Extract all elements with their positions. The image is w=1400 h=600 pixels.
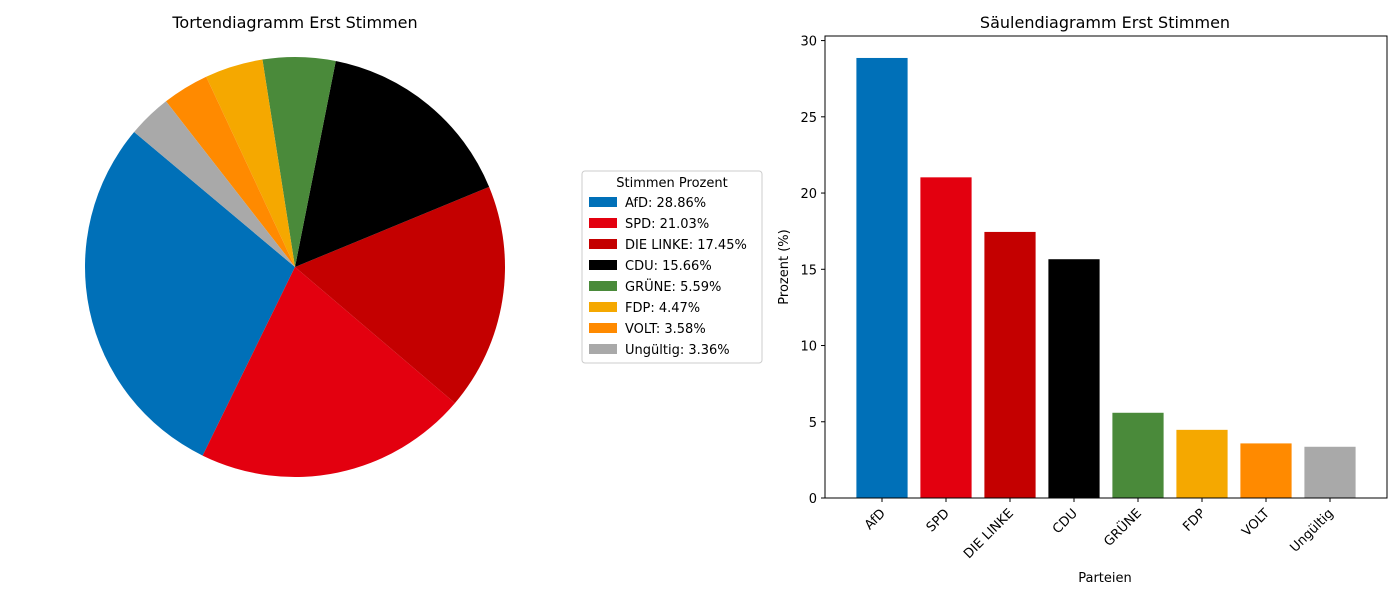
legend-swatch-die-linke	[589, 239, 617, 249]
pie-slices	[84, 56, 505, 477]
pie-slice-spd	[202, 267, 455, 477]
pie-slice-cdu	[295, 61, 490, 267]
legend-title: Stimmen Prozent	[616, 176, 727, 191]
legend-swatch-fdp	[589, 302, 617, 312]
bar-cdu	[1048, 259, 1100, 498]
y-axis-ticks: 0 5 10 15 20 25 30	[800, 35, 825, 507]
legend-entry-cdu: CDU: 15.66%	[625, 259, 712, 274]
legend-swatch-gr-ne	[589, 281, 617, 291]
pie-slice-ung-ltig	[134, 101, 295, 267]
bar-volt	[1240, 443, 1292, 498]
x-tick-label-fdp: FDP	[1180, 506, 1209, 535]
legend-swatch-ung-ltig	[589, 344, 617, 354]
x-tick-label-volt: VOLT	[1239, 506, 1272, 539]
x-axis-label: Parteien	[1078, 571, 1132, 586]
legend-swatch-afd	[589, 197, 617, 207]
legend-entry-gr-ne: GRÜNE: 5.59%	[625, 278, 721, 295]
x-tick-label-die-linke: DIE LINKE	[961, 506, 1017, 562]
bar-afd	[856, 57, 908, 499]
x-tick-label-ung-ltig: Ungültig	[1287, 506, 1336, 555]
pie-slice-afd	[84, 132, 296, 456]
pie-slice-volt	[165, 76, 295, 267]
bar-chart: Säulendiagramm Erst Stimmen 0 5 10 15 20 25 30…	[777, 13, 1388, 586]
legend-swatch-cdu	[589, 260, 617, 270]
pie-slice-fdp	[206, 59, 295, 267]
y-tick-label: 5	[809, 416, 817, 431]
legend-entry-die-linke: DIE LINKE: 17.45%	[625, 238, 747, 253]
legend-entry-ung-ltig: Ungültig: 3.36%	[625, 343, 730, 358]
x-tick-label-cdu: CDU	[1050, 506, 1081, 537]
bar-chart-title: Säulendiagramm Erst Stimmen	[980, 13, 1230, 32]
y-tick-label: 25	[800, 111, 817, 126]
legend-frame	[581, 170, 763, 364]
legend-entry-volt: VOLT: 3.58%	[625, 322, 706, 337]
y-tick-label: 0	[809, 492, 817, 507]
y-tick-label: 30	[800, 35, 817, 50]
y-tick-label: 20	[800, 187, 817, 202]
legend-entry-afd: AfD: 28.86%	[625, 196, 706, 211]
pie-chart-title: Tortendiagramm Erst Stimmen	[171, 13, 417, 32]
x-tick-label-afd: AfD	[862, 506, 889, 533]
bar-fdp	[1176, 429, 1228, 498]
pie-slice-die-linke	[295, 186, 505, 404]
bar-spd	[920, 177, 972, 498]
plot-area-frame	[824, 35, 1388, 499]
pie-legend: Stimmen Prozent AfD: 28.86% SPD: 21.03% DI…	[581, 170, 763, 364]
bar-die-linke	[984, 231, 1036, 498]
bars	[856, 57, 1356, 499]
y-tick-label: 15	[800, 263, 817, 278]
bar-ung-ltig	[1304, 446, 1356, 498]
legend-entry-spd: SPD: 21.03%	[625, 217, 709, 232]
legend-entry-fdp: FDP: 4.47%	[625, 301, 700, 316]
x-tick-label-spd: SPD	[924, 506, 953, 535]
pie-chart: Tortendiagramm Erst Stimmen	[84, 13, 505, 477]
y-tick-label: 10	[800, 340, 817, 355]
legend-swatch-spd	[589, 218, 617, 228]
x-axis-ticks: AfD SPD DIE LINKE CDU GRÜNE FDP VOLT Ungültig	[862, 498, 1337, 562]
bar-gr-ne	[1112, 412, 1164, 498]
legend-swatch-volt	[589, 323, 617, 333]
legend-entries: AfD: 28.86% SPD: 21.03% DIE LINKE: 17.45% C…	[589, 196, 747, 358]
pie-slice-gr-ne	[262, 56, 336, 267]
y-axis-label: Prozent (%)	[777, 229, 792, 304]
x-tick-label-gr-ne: GRÜNE	[1100, 505, 1145, 550]
